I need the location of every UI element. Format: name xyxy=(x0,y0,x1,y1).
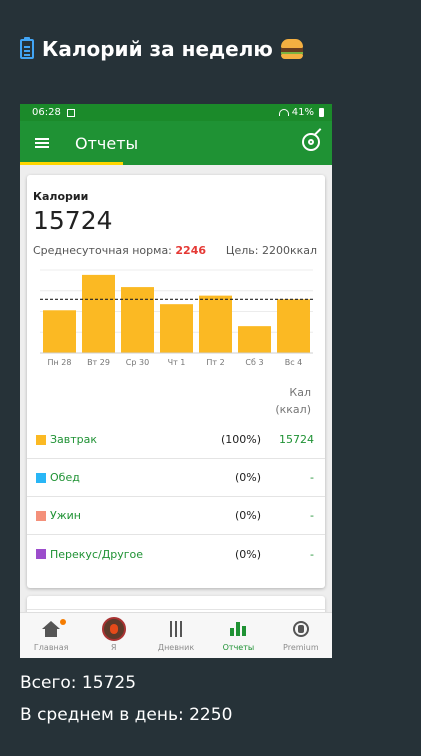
x-tick-label: Ср 30 xyxy=(126,358,149,367)
meal-name: Завтрак xyxy=(50,433,98,446)
footer-average: В среднем в день: 2250 xyxy=(20,705,233,725)
daily-norm-label: Среднесуточная норма: xyxy=(33,244,172,257)
tab-indicator xyxy=(20,162,123,165)
meal-name: Перекус/Другое xyxy=(50,547,144,561)
battery-level: 41% xyxy=(291,107,314,118)
status-time: 06:28 xyxy=(32,107,61,118)
calories-label: Калории xyxy=(33,190,89,203)
meal-row-snack[interactable]: Перекус/Другое (0%) - xyxy=(27,535,325,573)
footer-total: Всего: 15725 xyxy=(20,673,137,693)
meal-row-dinner[interactable]: Ужин (0%) - xyxy=(27,497,325,535)
premium-icon xyxy=(292,621,309,637)
dinner-swatch xyxy=(36,510,46,521)
nav-home[interactable]: Главная xyxy=(20,613,82,658)
calorie-goal: Цель: 2200ккал xyxy=(225,244,317,257)
wifi-icon xyxy=(278,109,289,116)
nav-label: Главная xyxy=(33,643,69,652)
phone-screenshot: 06:28 41% Отчеты Калории 15724 Среднесут… xyxy=(20,104,332,658)
page-headline: Калорий за неделю xyxy=(20,36,303,62)
meal-percent: (0%) xyxy=(234,547,261,561)
bottom-nav: Главная Я Дневник Отчеты Premium xyxy=(20,612,332,658)
notification-dot xyxy=(60,619,67,625)
column-header-line1: Кал xyxy=(289,386,311,399)
headline-text: Калорий за неделю xyxy=(42,37,273,61)
calories-total: 15724 xyxy=(33,206,113,235)
x-tick-label: Вт 29 xyxy=(87,358,110,367)
meal-value: - xyxy=(310,547,314,561)
meal-value: - xyxy=(310,509,314,522)
fork-knife-icon xyxy=(170,621,183,637)
meal-row-breakfast[interactable]: Завтрак (100%) 15724 xyxy=(27,421,325,459)
snack-swatch xyxy=(36,549,46,559)
status-bar: 06:28 41% xyxy=(20,104,332,121)
chart-bar xyxy=(43,310,76,353)
chart-bar xyxy=(160,304,193,353)
hamburger-icon xyxy=(280,39,303,59)
chart-bar xyxy=(82,274,115,353)
x-tick-label: Пн 28 xyxy=(48,358,72,367)
chart-bar xyxy=(199,295,232,353)
daily-norm: Среднесуточная норма: 2246 xyxy=(33,244,206,257)
battery-icon xyxy=(319,108,324,117)
meal-value: 15724 xyxy=(279,433,314,446)
bar-chart-icon xyxy=(230,622,247,636)
nav-premium[interactable]: Premium xyxy=(270,613,332,658)
x-tick-label: Вс 4 xyxy=(285,358,303,367)
meal-percent: (100%) xyxy=(220,433,261,446)
nav-label: Premium xyxy=(283,643,319,652)
nav-reports[interactable]: Отчеты xyxy=(207,613,269,658)
calories-card: Калории 15724 Среднесуточная норма: 2246… xyxy=(27,175,325,588)
nav-label: Отчеты xyxy=(222,643,255,652)
meal-name: Обед xyxy=(50,471,80,484)
menu-icon[interactable] xyxy=(35,138,49,148)
app-bar: Отчеты xyxy=(20,121,332,165)
breakfast-swatch xyxy=(36,434,46,445)
nav-label: Я xyxy=(110,643,117,652)
x-tick-label: Чт 1 xyxy=(168,358,186,367)
daily-norm-value: 2246 xyxy=(175,244,207,257)
meal-percent: (0%) xyxy=(234,509,261,522)
app-bar-title: Отчеты xyxy=(75,133,139,153)
nav-diary[interactable]: Дневник xyxy=(145,613,207,658)
meal-percent: (0%) xyxy=(234,471,261,484)
target-icon[interactable] xyxy=(302,133,320,151)
column-header-line2: (ккал) xyxy=(275,403,311,416)
x-tick-label: Сб 3 xyxy=(245,358,263,367)
meal-name: Ужин xyxy=(50,509,81,522)
meal-value: - xyxy=(310,471,314,484)
notification-icon xyxy=(66,108,75,117)
weekly-calories-chart: Пн 28 Вт 29 Ср 30 Чт 1 Пт 2 Сб 3 Вс 4 xyxy=(40,269,313,367)
meal-table: Завтрак (100%) 15724 Обед (0%) - Ужин (0… xyxy=(27,421,325,573)
avatar-icon xyxy=(101,617,126,641)
lunch-swatch xyxy=(36,472,46,483)
meal-row-lunch[interactable]: Обед (0%) - xyxy=(27,459,325,497)
x-tick-label: Пт 2 xyxy=(206,358,224,367)
chart-bar xyxy=(121,287,154,353)
chart-bar xyxy=(238,326,271,353)
chart-bar xyxy=(277,299,310,353)
clipboard-icon xyxy=(20,37,34,59)
home-icon xyxy=(42,621,61,637)
nav-label: Дневник xyxy=(157,643,195,652)
column-header: Кал (ккал) xyxy=(275,384,311,418)
nav-profile[interactable]: Я xyxy=(82,613,144,658)
